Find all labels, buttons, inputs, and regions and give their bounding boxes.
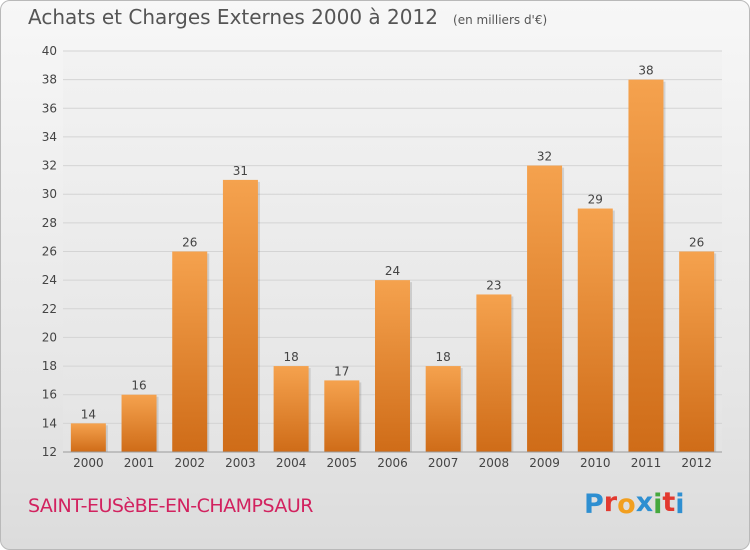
- x-tick-label: 2004: [276, 456, 307, 470]
- chart-title: Achats et Charges Externes 2000 à 2012 (…: [28, 5, 547, 29]
- logo-letter: i: [653, 489, 663, 520]
- chart-title-unit: (en milliers d'€): [453, 13, 548, 27]
- x-tick-label: 2011: [631, 456, 662, 470]
- bar-2008[interactable]: [476, 294, 512, 452]
- bar-group: 26: [679, 236, 717, 453]
- bar-2012[interactable]: [679, 251, 715, 453]
- x-tick-label: 2008: [479, 456, 510, 470]
- logo-letter: x: [635, 487, 654, 518]
- bar-value-label: 14: [81, 407, 96, 421]
- x-tick-label: 2007: [428, 456, 459, 470]
- bar-group: 16: [121, 379, 159, 452]
- bar-group: 14: [70, 407, 108, 452]
- x-tick-label: 2012: [681, 456, 712, 470]
- bar-value-label: 29: [588, 193, 603, 207]
- bar-group: 29: [577, 193, 615, 452]
- bar-2005[interactable]: [324, 380, 360, 452]
- logo-letter: r: [603, 487, 618, 518]
- x-tick-label: 2001: [124, 456, 155, 470]
- logo-letter: o: [617, 489, 636, 520]
- bars-group: 14 16 26 31 18 17 24 18 23 32 29 38 26: [70, 64, 717, 453]
- bar-2010[interactable]: [577, 208, 613, 452]
- logo-letter: P: [584, 489, 604, 520]
- y-tick-label: 32: [42, 159, 57, 173]
- proxiti-logo[interactable]: Proxiti: [584, 487, 685, 520]
- y-tick-label: 12: [42, 445, 57, 459]
- x-axis-ticks: 2000 2001 2002 2003 2004 2005 2006 2007 2008 2009…: [73, 456, 712, 470]
- bar-value-label: 26: [689, 236, 704, 250]
- y-tick-label: 38: [42, 73, 57, 87]
- bar-group: 24: [375, 264, 412, 452]
- x-tick-label: 2000: [73, 456, 104, 470]
- y-axis-ticks: 12 14 16 18 20 22 24 26 28 30 32 34 36 38 40: [42, 44, 57, 459]
- logo-letter: t: [662, 487, 676, 518]
- bar-value-label: 32: [537, 150, 552, 164]
- bar-2009[interactable]: [527, 165, 563, 453]
- y-tick-label: 14: [42, 416, 57, 430]
- y-tick-label: 34: [42, 130, 57, 144]
- y-tick-label: 20: [42, 330, 57, 344]
- bar-group: 31: [222, 164, 260, 452]
- y-tick-label: 16: [42, 388, 57, 402]
- bar-2011[interactable]: [628, 79, 664, 453]
- y-tick-label: 22: [42, 302, 57, 316]
- x-tick-label: 2010: [580, 456, 611, 470]
- bar-value-label: 38: [638, 64, 653, 78]
- y-tick-label: 40: [42, 44, 57, 58]
- bar-2000[interactable]: [70, 423, 106, 452]
- x-tick-label: 2006: [377, 456, 408, 470]
- y-tick-label: 30: [42, 187, 57, 201]
- logo-letter: i: [675, 489, 685, 520]
- x-tick-label: 2005: [327, 456, 358, 470]
- bar-value-label: 24: [385, 264, 400, 278]
- y-tick-label: 26: [42, 245, 57, 259]
- bar-group: 18: [273, 350, 311, 452]
- bar-2002[interactable]: [172, 251, 208, 453]
- bar-group: 26: [172, 236, 210, 453]
- bar-2006[interactable]: [375, 280, 410, 452]
- bar-value-label: 17: [334, 364, 349, 378]
- bar-value-label: 31: [233, 164, 248, 178]
- bar-value-label: 16: [131, 379, 146, 393]
- y-tick-label: 36: [42, 101, 57, 115]
- chart-title-main: Achats et Charges Externes 2000 à 2012: [28, 5, 438, 29]
- bar-group: 17: [324, 364, 362, 452]
- x-tick-label: 2002: [174, 456, 205, 470]
- y-tick-label: 24: [42, 273, 57, 287]
- bar-group: 38: [628, 64, 666, 453]
- bar-group: 23: [476, 278, 514, 452]
- y-tick-label: 28: [42, 216, 57, 230]
- bar-group: 18: [425, 350, 463, 452]
- bar-value-label: 23: [486, 278, 501, 292]
- bar-value-label: 26: [182, 236, 197, 250]
- bar-group: 32: [527, 150, 565, 453]
- bar-2007[interactable]: [425, 366, 461, 452]
- x-tick-label: 2009: [529, 456, 560, 470]
- bar-2001[interactable]: [121, 394, 157, 452]
- y-tick-label: 18: [42, 359, 57, 373]
- bar-2003[interactable]: [222, 179, 258, 452]
- city-name: SAINT-EUSèBE-EN-CHAMPSAUR: [28, 495, 314, 517]
- bar-value-label: 18: [436, 350, 451, 364]
- x-tick-label: 2003: [225, 456, 256, 470]
- bar-2004[interactable]: [273, 366, 309, 452]
- bar-value-label: 18: [283, 350, 298, 364]
